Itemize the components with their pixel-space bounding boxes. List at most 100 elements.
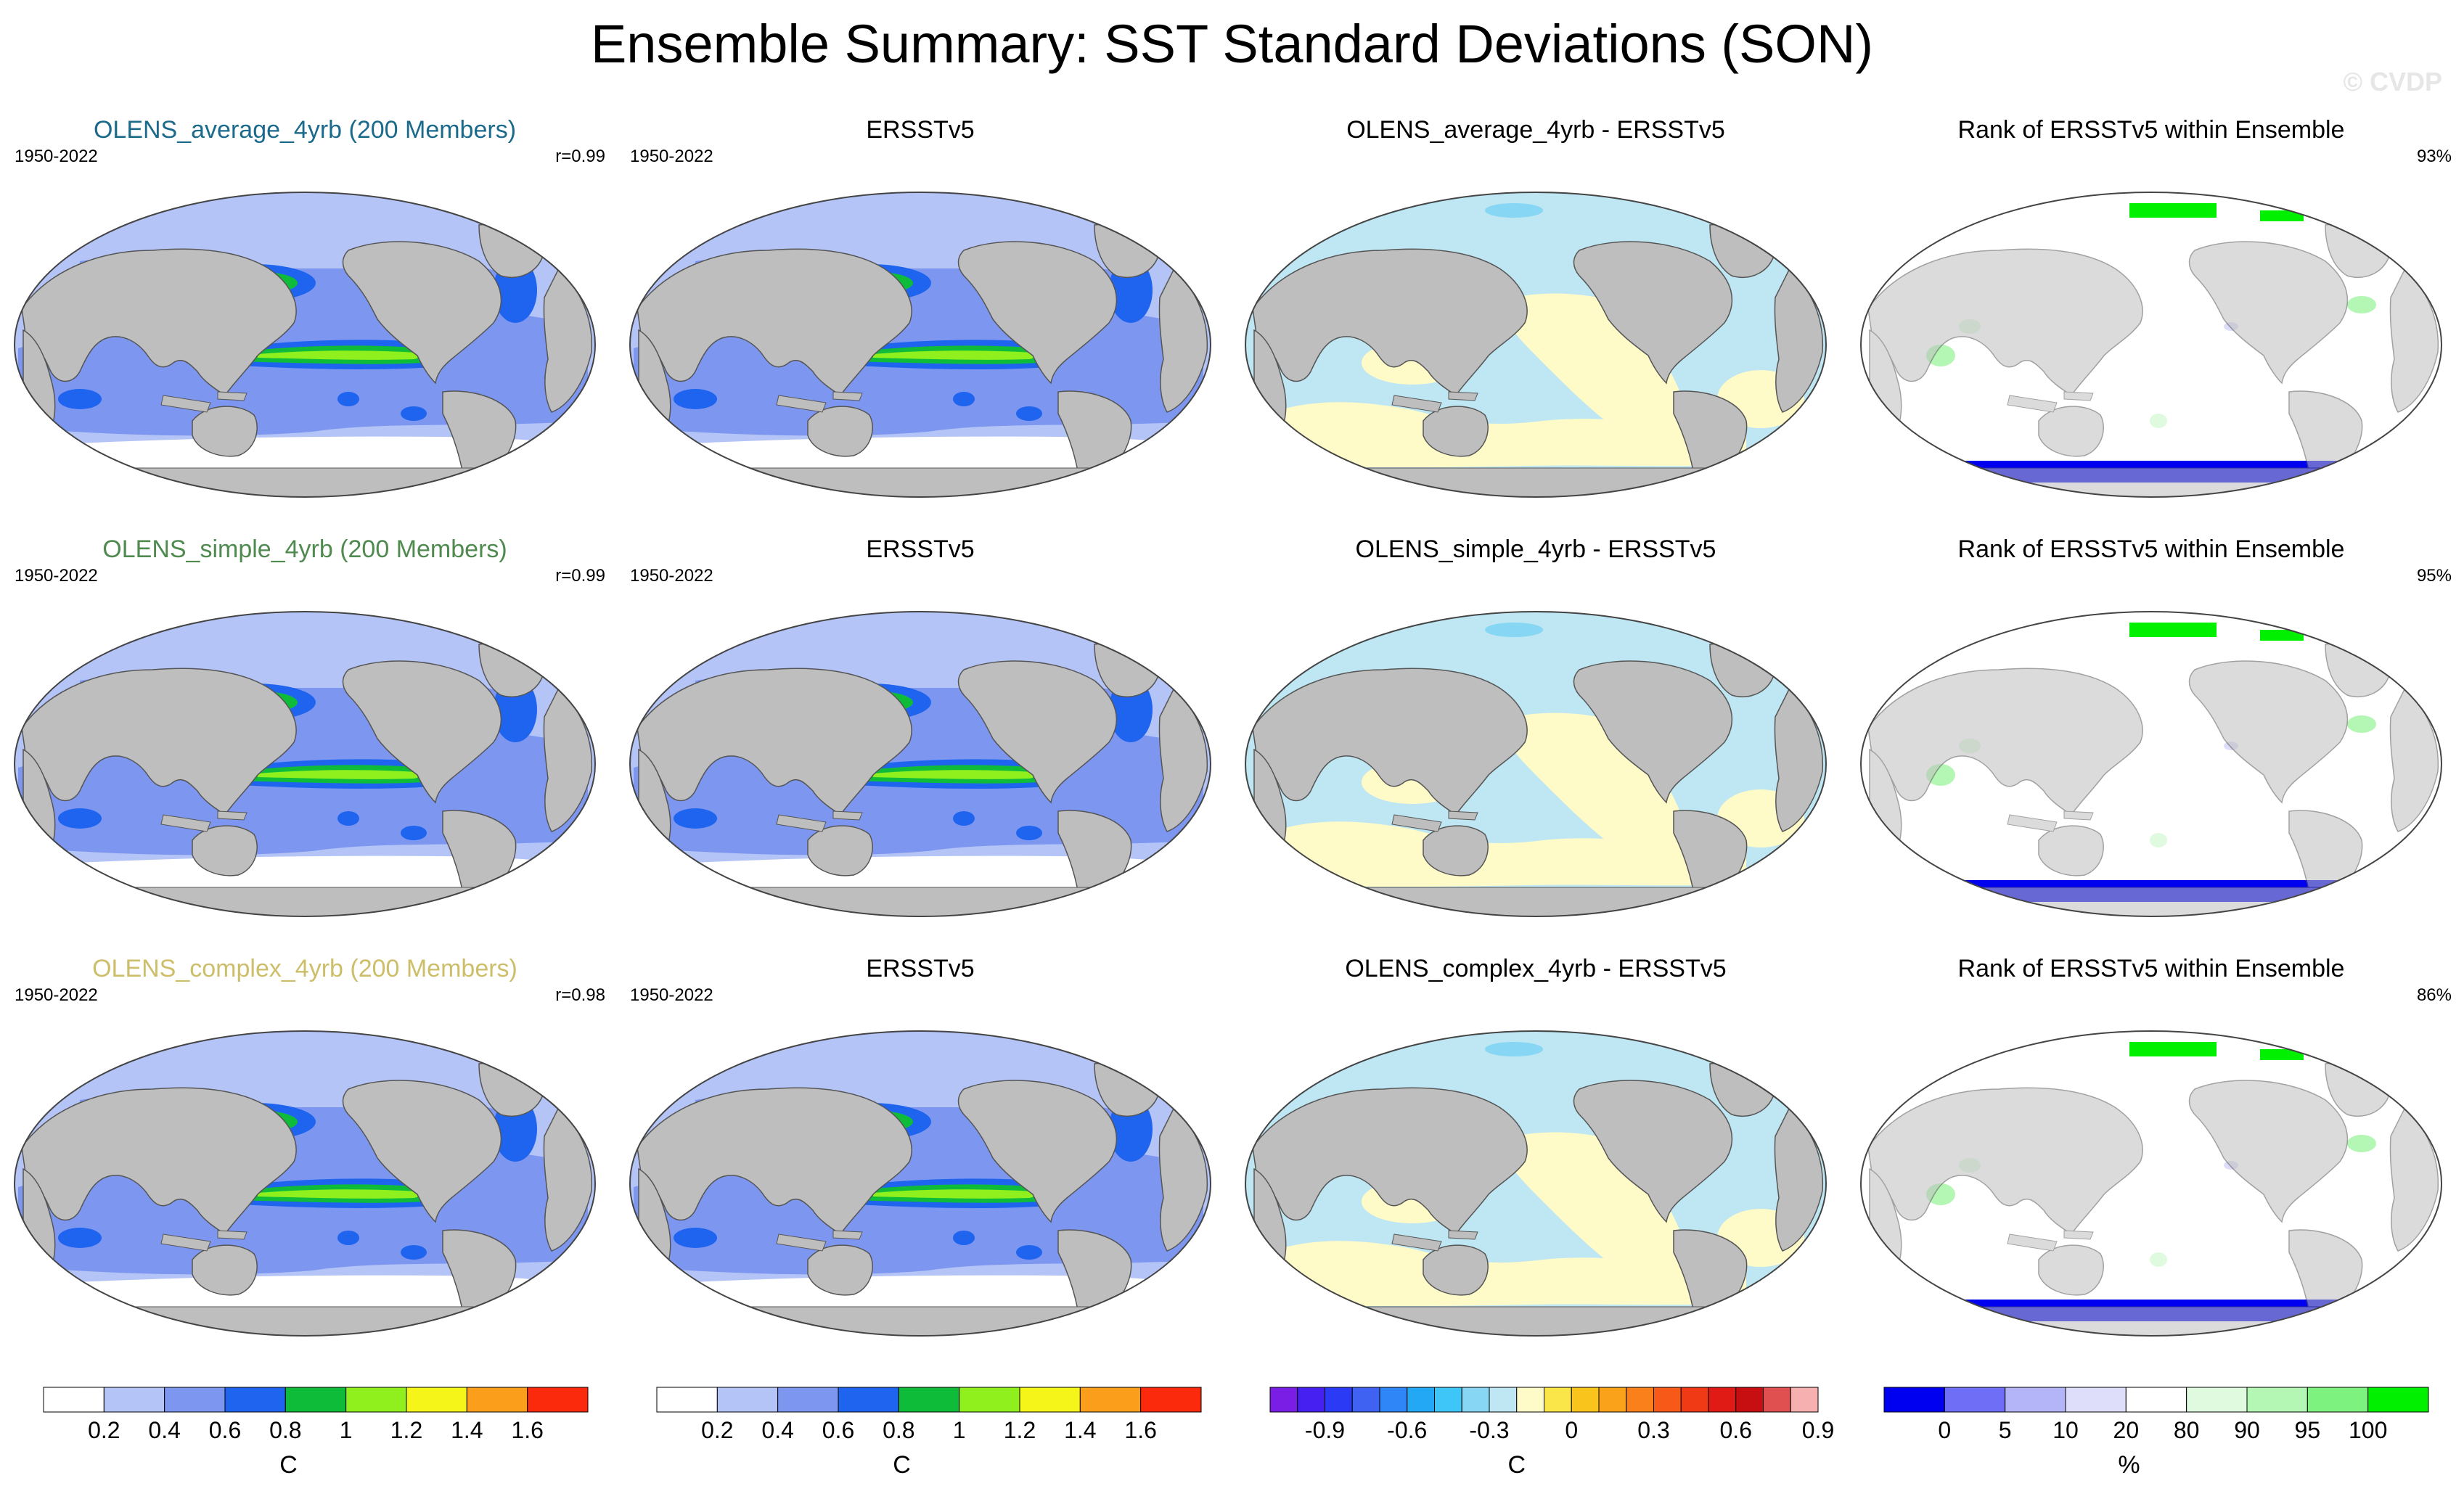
corr-label-row1: r=0.99 [555,147,605,166]
colorbar-difference-swatch [1571,1387,1600,1413]
colorbar-sst-stddev-tick: 0.6 [209,1417,241,1443]
obs-title-row1: ERSSTv5 [866,116,975,144]
map-rank-row3 [1860,1030,2442,1337]
colorbar-difference-tick: -0.3 [1469,1417,1509,1443]
colorbar-rank-tick: 90 [2234,1417,2260,1443]
colorbar-difference-swatch [1379,1387,1408,1413]
colorbar-difference-tick: 0.3 [1637,1417,1669,1443]
colorbar-sst-stddev-tick: 0.8 [269,1417,301,1443]
diff-title-row2: OLENS_simple_4yrb - ERSSTv5 [1355,535,1716,563]
panel-model-row3: OLENS_complex_4yrb (200 Members) 1950-20… [0,955,610,1390]
colorbar-difference-swatch [1434,1387,1462,1413]
colorbar-difference-swatch [1708,1387,1737,1413]
colorbar-rank-swatch [2246,1387,2308,1413]
rank-title-row2: Rank of ERSSTv5 within Ensemble [1957,535,2345,563]
colorbar-sst-stddev-tick: 1.6 [511,1417,543,1443]
colorbar-sst-stddev-obs-tick: 1 [953,1417,966,1443]
colorbar-sst-stddev-obs-tick: 0.6 [822,1417,854,1443]
colorbar-sst-stddev-swatch [43,1387,105,1413]
colorbar-sst-stddev-swatch [345,1387,407,1413]
colorbar-difference-swatch [1653,1387,1682,1413]
map-obs-row2 [629,611,1211,917]
colorbar-rank-swatch [2065,1387,2127,1413]
map-model-row1 [14,192,596,498]
main-title: Ensemble Summary: SST Standard Deviation… [590,14,1874,74]
colorbar-rank-swatch [1944,1387,2006,1413]
panel-model-row1: OLENS_average_4yrb (200 Members) 1950-20… [0,116,610,551]
colorbar-rank-tick: 10 [2052,1417,2079,1443]
obs-title-row2: ERSSTv5 [866,535,975,563]
colorbar-rank-tick: 100 [2349,1417,2387,1443]
obs-title-row3: ERSSTv5 [866,955,975,982]
colorbar-sst-stddev-swatch [466,1387,528,1413]
colorbar-difference-tick: 0 [1565,1417,1578,1443]
colorbar-sst-stddev-swatch [527,1387,589,1413]
colorbar-difference-tick: 0.6 [1720,1417,1752,1443]
colorbar-difference-swatch [1461,1387,1490,1413]
colorbar-sst-stddev-unit: C [279,1451,298,1479]
colorbar-difference-swatch [1516,1387,1544,1413]
map-diff-row3 [1245,1030,1827,1337]
model-title-row2: OLENS_simple_4yrb (200 Members) [102,535,507,563]
colorbar-rank-tick: 95 [2295,1417,2321,1443]
colorbar-sst-stddev-swatch [164,1387,226,1413]
colorbar-rank-swatch [1883,1387,1945,1413]
watermark: © CVDP [2343,67,2442,97]
rank-pct-row2: 95% [2416,566,2452,586]
map-diff-row2 [1245,611,1827,917]
obs-period-row1: 1950-2022 [630,147,713,166]
colorbar-sst-stddev-tick: 0.4 [148,1417,180,1443]
panel-obs-row2: ERSSTv5 1950-2022 [615,535,1225,971]
map-rank-row2 [1860,611,2442,917]
colorbar-rank-swatch [2307,1387,2369,1413]
model-title-row1: OLENS_average_4yrb (200 Members) [93,116,517,144]
corr-label-row2: r=0.99 [555,566,605,586]
colorbar-difference-swatch [1763,1387,1791,1413]
colorbar-sst-stddev-swatch [406,1387,467,1413]
colorbar-difference-swatch [1598,1387,1627,1413]
model-title-row3: OLENS_complex_4yrb (200 Members) [92,955,517,982]
panel-diff-row3: OLENS_complex_4yrb - ERSSTv5 [1231,955,1841,1390]
panel-rank-row1: Rank of ERSSTv5 within Ensemble 93% [1846,116,2456,551]
colorbar-sst-stddev-tick: 1.4 [451,1417,483,1443]
colorbar-rank-unit: % [2118,1451,2140,1479]
colorbar-rank-tick: 5 [1999,1417,2012,1443]
colorbar-difference-swatch [1544,1387,1572,1413]
map-obs-row1 [629,192,1211,498]
colorbar-sst-stddev-tick: 1.2 [390,1417,422,1443]
colorbar-sst-stddev-obs-swatch [777,1387,839,1413]
colorbar-difference-swatch [1790,1387,1819,1413]
colorbar-rank-swatch [2186,1387,2248,1413]
colorbar-difference-tick: 0.9 [1802,1417,1834,1443]
diff-title-row3: OLENS_complex_4yrb - ERSSTv5 [1345,955,1727,982]
obs-period-row3: 1950-2022 [630,985,713,1005]
colorbar-difference-swatch [1626,1387,1654,1413]
rank-pct-row3: 86% [2416,985,2452,1005]
panel-rank-row3: Rank of ERSSTv5 within Ensemble 86% [1846,955,2456,1390]
colorbar-sst-stddev-obs-tick: 0.8 [883,1417,914,1443]
colorbar-difference-unit: C [1507,1451,1526,1479]
colorbar-rank-tick: 20 [2113,1417,2140,1443]
colorbar-difference-swatch [1407,1387,1435,1413]
colorbar-difference-swatch [1269,1387,1298,1413]
map-obs-row3 [629,1030,1211,1337]
colorbar-difference-swatch [1325,1387,1353,1413]
period-label-row3: 1950-2022 [15,985,98,1005]
colorbar-sst-stddev-obs-swatch [716,1387,779,1413]
colorbar-sst-stddev-obs-swatch [959,1387,1020,1413]
map-model-row3 [14,1030,596,1337]
colorbar-sst-stddev-obs-swatch [656,1387,718,1413]
diff-title-row1: OLENS_average_4yrb - ERSSTv5 [1346,116,1725,144]
obs-period-row2: 1950-2022 [630,566,713,586]
rank-title-row3: Rank of ERSSTv5 within Ensemble [1957,955,2345,982]
colorbar-sst-stddev-obs-tick: 1.2 [1004,1417,1036,1443]
colorbars: 0.2 0.4 0.6 0.8 1 1.2 1.4 1.6 C 0.2 0.4 0.6 0.8 1 1.2 1… [43,1387,2429,1479]
colorbar-difference-swatch [1351,1387,1380,1413]
map-diff-row1 [1245,192,1827,498]
colorbar-difference-swatch [1680,1387,1709,1413]
colorbar-difference-swatch [1297,1387,1325,1413]
period-label-row1: 1950-2022 [15,147,98,166]
colorbar-sst-stddev-obs-swatch [1140,1387,1202,1413]
colorbar-sst-stddev-obs-tick: 0.4 [761,1417,793,1443]
rank-pct-row1: 93% [2416,147,2452,166]
